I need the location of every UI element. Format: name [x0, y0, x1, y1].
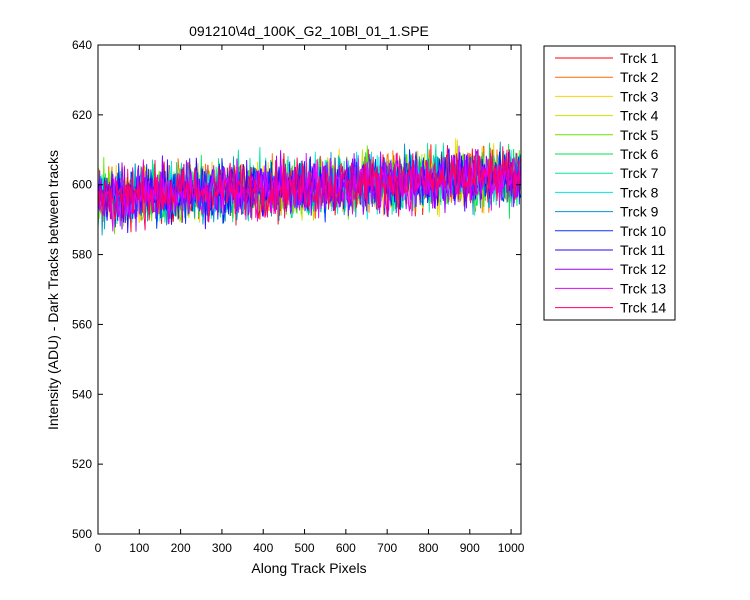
y-tick-label: 640 [72, 38, 92, 52]
x-tick-label: 900 [460, 541, 480, 555]
legend-label: Trck 7 [620, 165, 659, 181]
series-line-12 [98, 145, 521, 232]
legend-box [543, 45, 676, 321]
y-tick-label: 540 [72, 387, 92, 401]
axis-ticks: 0 100 200 300 400 500 600 700 800 900 1000 500 520 54… [72, 38, 525, 555]
y-axis-label: Intensity (ADU) - Dark Tracks between tr… [45, 150, 61, 430]
legend-label: Trck 12 [620, 261, 666, 277]
legend-label: Trck 14 [620, 300, 666, 316]
x-tick-label: 500 [295, 541, 315, 555]
legend-label: Trck 5 [620, 127, 659, 143]
legend-label: Trck 4 [620, 108, 659, 124]
legend: Trck 1 Trck 2 Trck 3 Trck 4 Trck 5 Trck 6 Trck… [543, 45, 676, 321]
legend-label: Trck 8 [620, 184, 659, 200]
x-tick-label: 600 [336, 541, 356, 555]
y-tick-label: 560 [72, 317, 92, 331]
legend-label: Trck 1 [620, 50, 659, 66]
legend-label: Trck 13 [620, 280, 666, 296]
x-tick-label: 800 [418, 541, 438, 555]
y-tick-label: 500 [72, 527, 92, 541]
x-axis-label: Along Track Pixels [251, 560, 366, 576]
x-tick-label: 1000 [498, 541, 525, 555]
plot-frame [97, 44, 522, 535]
x-tick-label: 300 [212, 541, 232, 555]
x-tick-label: 100 [129, 541, 149, 555]
y-tick-label: 520 [72, 457, 92, 471]
x-tick-label: 400 [253, 541, 273, 555]
y-tick-label: 580 [72, 248, 92, 262]
legend-label: Trck 6 [620, 146, 659, 162]
chart-title: 091210\4d_100K_G2_10Bl_01_1.SPE [189, 23, 429, 39]
series-layer [98, 138, 521, 236]
y-tick-label: 620 [72, 108, 92, 122]
y-tick-label: 600 [72, 178, 92, 192]
x-tick-label: 0 [95, 541, 102, 555]
legend-label: Trck 2 [620, 69, 659, 85]
legend-label: Trck 9 [620, 204, 659, 220]
legend-label: Trck 11 [620, 242, 665, 258]
legend-label: Trck 3 [620, 88, 659, 104]
x-tick-label: 700 [377, 541, 397, 555]
legend-label: Trck 10 [620, 223, 666, 239]
x-tick-label: 200 [171, 541, 191, 555]
series-line-14 [98, 145, 521, 231]
